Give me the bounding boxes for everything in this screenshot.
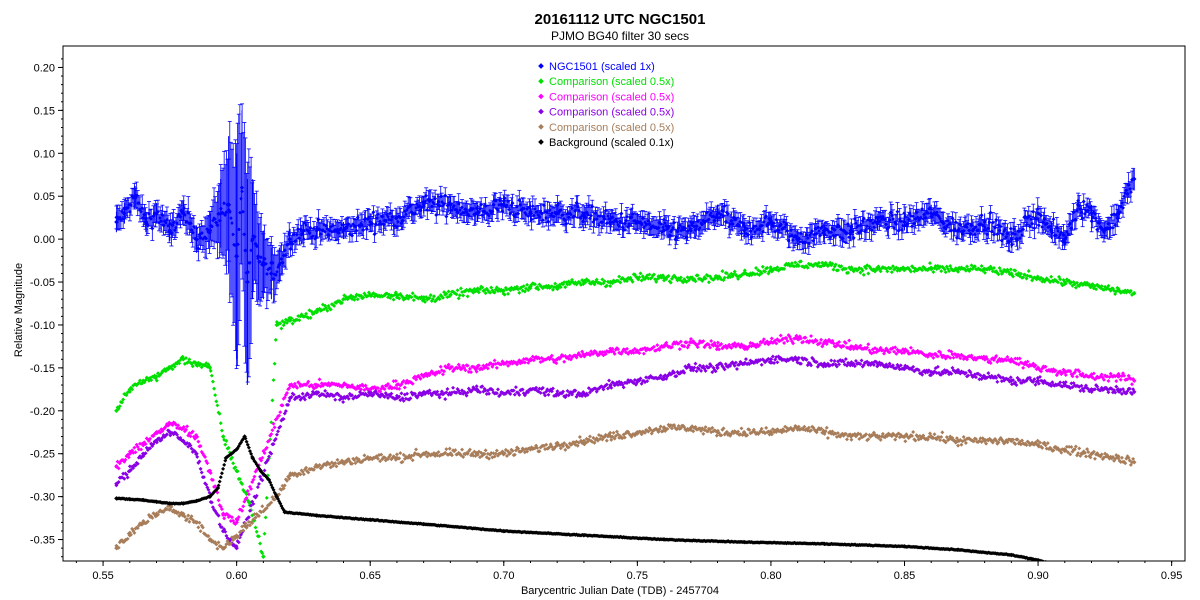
y-tick-label: -0.15 bbox=[30, 363, 55, 375]
data-point bbox=[722, 203, 727, 208]
data-point bbox=[726, 211, 730, 216]
data-point bbox=[121, 216, 126, 221]
data-point bbox=[433, 196, 438, 201]
y-tick-label: -0.30 bbox=[30, 492, 55, 504]
data-point bbox=[155, 209, 160, 214]
data-point bbox=[354, 228, 359, 233]
x-tick-label: 0.55 bbox=[92, 570, 113, 582]
data-point bbox=[350, 233, 355, 238]
y-tick-label: 0.00 bbox=[34, 234, 55, 246]
y-axis: 0.20 0.15 0.10 0.05 0.00 -0.05 -0.10 -0.15 -0.20… bbox=[30, 58, 63, 558]
data-point bbox=[361, 228, 366, 233]
chart-title: 20161112 UTC NGC1501 bbox=[535, 11, 706, 28]
y-tick-label: 0.20 bbox=[34, 62, 55, 74]
data-point bbox=[590, 204, 595, 209]
x-tick-label: 0.80 bbox=[760, 570, 781, 582]
x-tick-label: 0.85 bbox=[894, 570, 915, 582]
y-tick-label: -0.05 bbox=[30, 277, 55, 289]
data-point bbox=[479, 202, 484, 207]
data-point bbox=[546, 219, 551, 224]
data-point bbox=[739, 231, 744, 236]
x-axis: 0.55 0.60 0.65 0.70 0.75 0.80 0.85 0.90 0.95 bbox=[75, 561, 1182, 582]
x-tick-label: 0.65 bbox=[360, 570, 381, 582]
x-tick-label: 0.95 bbox=[1161, 570, 1182, 582]
y-tick-label: -0.10 bbox=[30, 320, 55, 332]
data-point bbox=[150, 226, 155, 231]
data-point bbox=[366, 215, 371, 220]
data-point bbox=[564, 221, 569, 226]
x-tick-label: 0.70 bbox=[493, 570, 514, 582]
y-tick-label: -0.35 bbox=[30, 535, 55, 547]
y-tick-label: 0.05 bbox=[34, 191, 55, 203]
data-point bbox=[683, 226, 688, 231]
x-tick-label: 0.60 bbox=[226, 570, 247, 582]
data-point bbox=[129, 202, 133, 207]
y-tick-label: 0.10 bbox=[34, 148, 55, 160]
y-tick-label: 0.15 bbox=[34, 105, 55, 117]
y-tick-label: -0.25 bbox=[30, 449, 55, 461]
chart-subtitle: PJMO BG40 filter 30 secs bbox=[551, 29, 689, 43]
y-tick-label: -0.20 bbox=[30, 406, 55, 418]
x-tick-label: 0.75 bbox=[627, 570, 648, 582]
data-point bbox=[444, 214, 449, 219]
x-tick-label: 0.90 bbox=[1027, 570, 1048, 582]
